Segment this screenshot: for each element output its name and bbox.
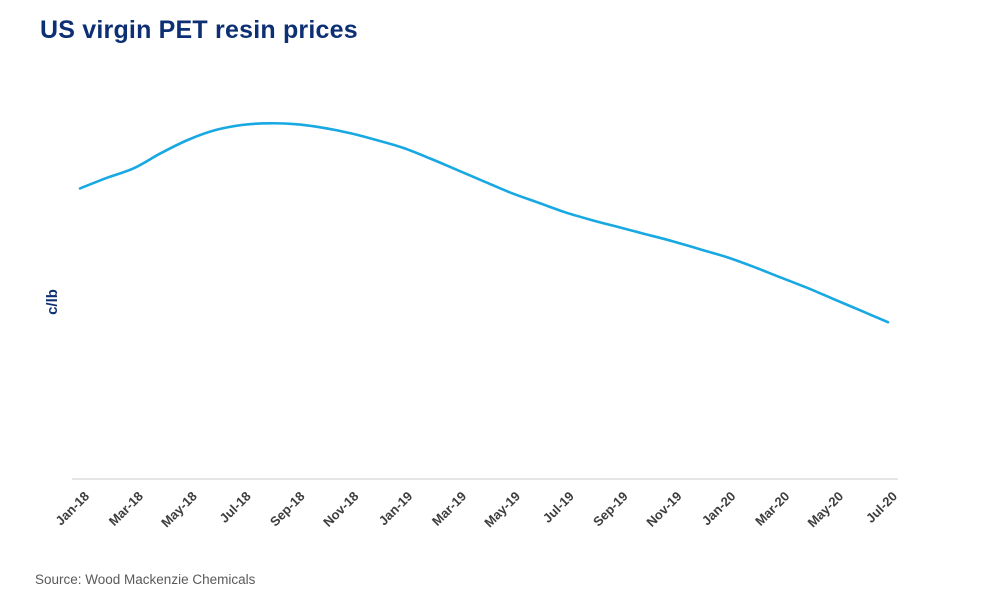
x-tick-label: Mar-19	[429, 489, 469, 529]
x-tick-label: Jul-19	[540, 489, 577, 526]
x-tick-label: May-19	[481, 489, 523, 531]
x-tick-label: May-20	[804, 489, 846, 531]
price-line-series	[78, 121, 890, 324]
x-tick-label: Nov-18	[320, 489, 361, 530]
x-tick-label: Jul-20	[863, 489, 900, 526]
source-text: Source: Wood Mackenzie Chemicals	[35, 572, 256, 587]
x-tick-label: Jan-20	[699, 489, 739, 529]
x-tick-label: Jan-18	[52, 489, 92, 529]
x-tick-label: Jul-18	[217, 489, 254, 526]
x-tick-label: May-18	[158, 489, 200, 531]
x-tick-label: Mar-20	[752, 489, 792, 529]
line-chart: c/lb Jan-18 Mar-18 May-18 Jul-18 Sep-18 Nov-18…	[44, 121, 900, 531]
y-axis-label: c/lb	[44, 289, 61, 315]
x-tick-label: Nov-19	[643, 489, 684, 530]
x-tick-label: Jan-19	[376, 489, 416, 529]
x-tick-label: Sep-18	[267, 489, 308, 530]
x-tick-label: Mar-18	[106, 489, 146, 529]
chart-title: US virgin PET resin prices	[40, 16, 358, 44]
x-tick-label: Sep-19	[590, 489, 631, 530]
